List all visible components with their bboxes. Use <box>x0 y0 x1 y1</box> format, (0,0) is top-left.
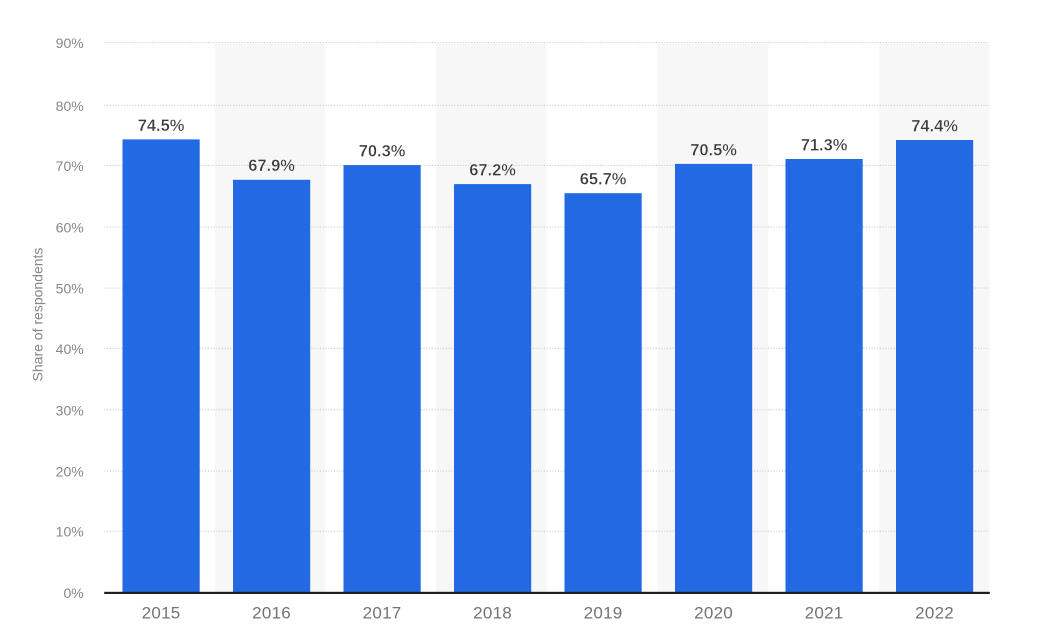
svg-text:74.4%: 74.4% <box>911 117 958 135</box>
svg-text:67.2%: 67.2% <box>469 162 516 180</box>
svg-text:30%: 30% <box>56 402 84 418</box>
svg-text:67.9%: 67.9% <box>248 157 295 175</box>
svg-text:50%: 50% <box>56 281 84 297</box>
svg-text:10%: 10% <box>56 524 84 540</box>
svg-text:2021: 2021 <box>805 604 844 623</box>
svg-text:80%: 80% <box>56 98 84 114</box>
svg-text:2018: 2018 <box>473 604 512 623</box>
svg-text:2019: 2019 <box>584 604 623 623</box>
svg-text:90%: 90% <box>56 35 84 51</box>
svg-text:2017: 2017 <box>363 604 402 623</box>
svg-text:40%: 40% <box>56 341 84 357</box>
svg-text:65.7%: 65.7% <box>580 171 627 189</box>
svg-text:0%: 0% <box>63 585 83 601</box>
svg-text:74.5%: 74.5% <box>138 117 185 135</box>
svg-text:70.3%: 70.3% <box>359 143 406 161</box>
svg-text:2016: 2016 <box>252 604 291 623</box>
svg-text:2020: 2020 <box>694 604 733 623</box>
svg-text:Share of respondents: Share of respondents <box>30 248 46 382</box>
svg-text:60%: 60% <box>56 219 84 235</box>
svg-text:2022: 2022 <box>915 604 954 623</box>
svg-text:70%: 70% <box>56 158 84 174</box>
svg-text:70.5%: 70.5% <box>690 141 737 159</box>
svg-text:2015: 2015 <box>142 604 181 623</box>
svg-text:20%: 20% <box>56 464 84 480</box>
svg-text:71.3%: 71.3% <box>801 136 848 154</box>
